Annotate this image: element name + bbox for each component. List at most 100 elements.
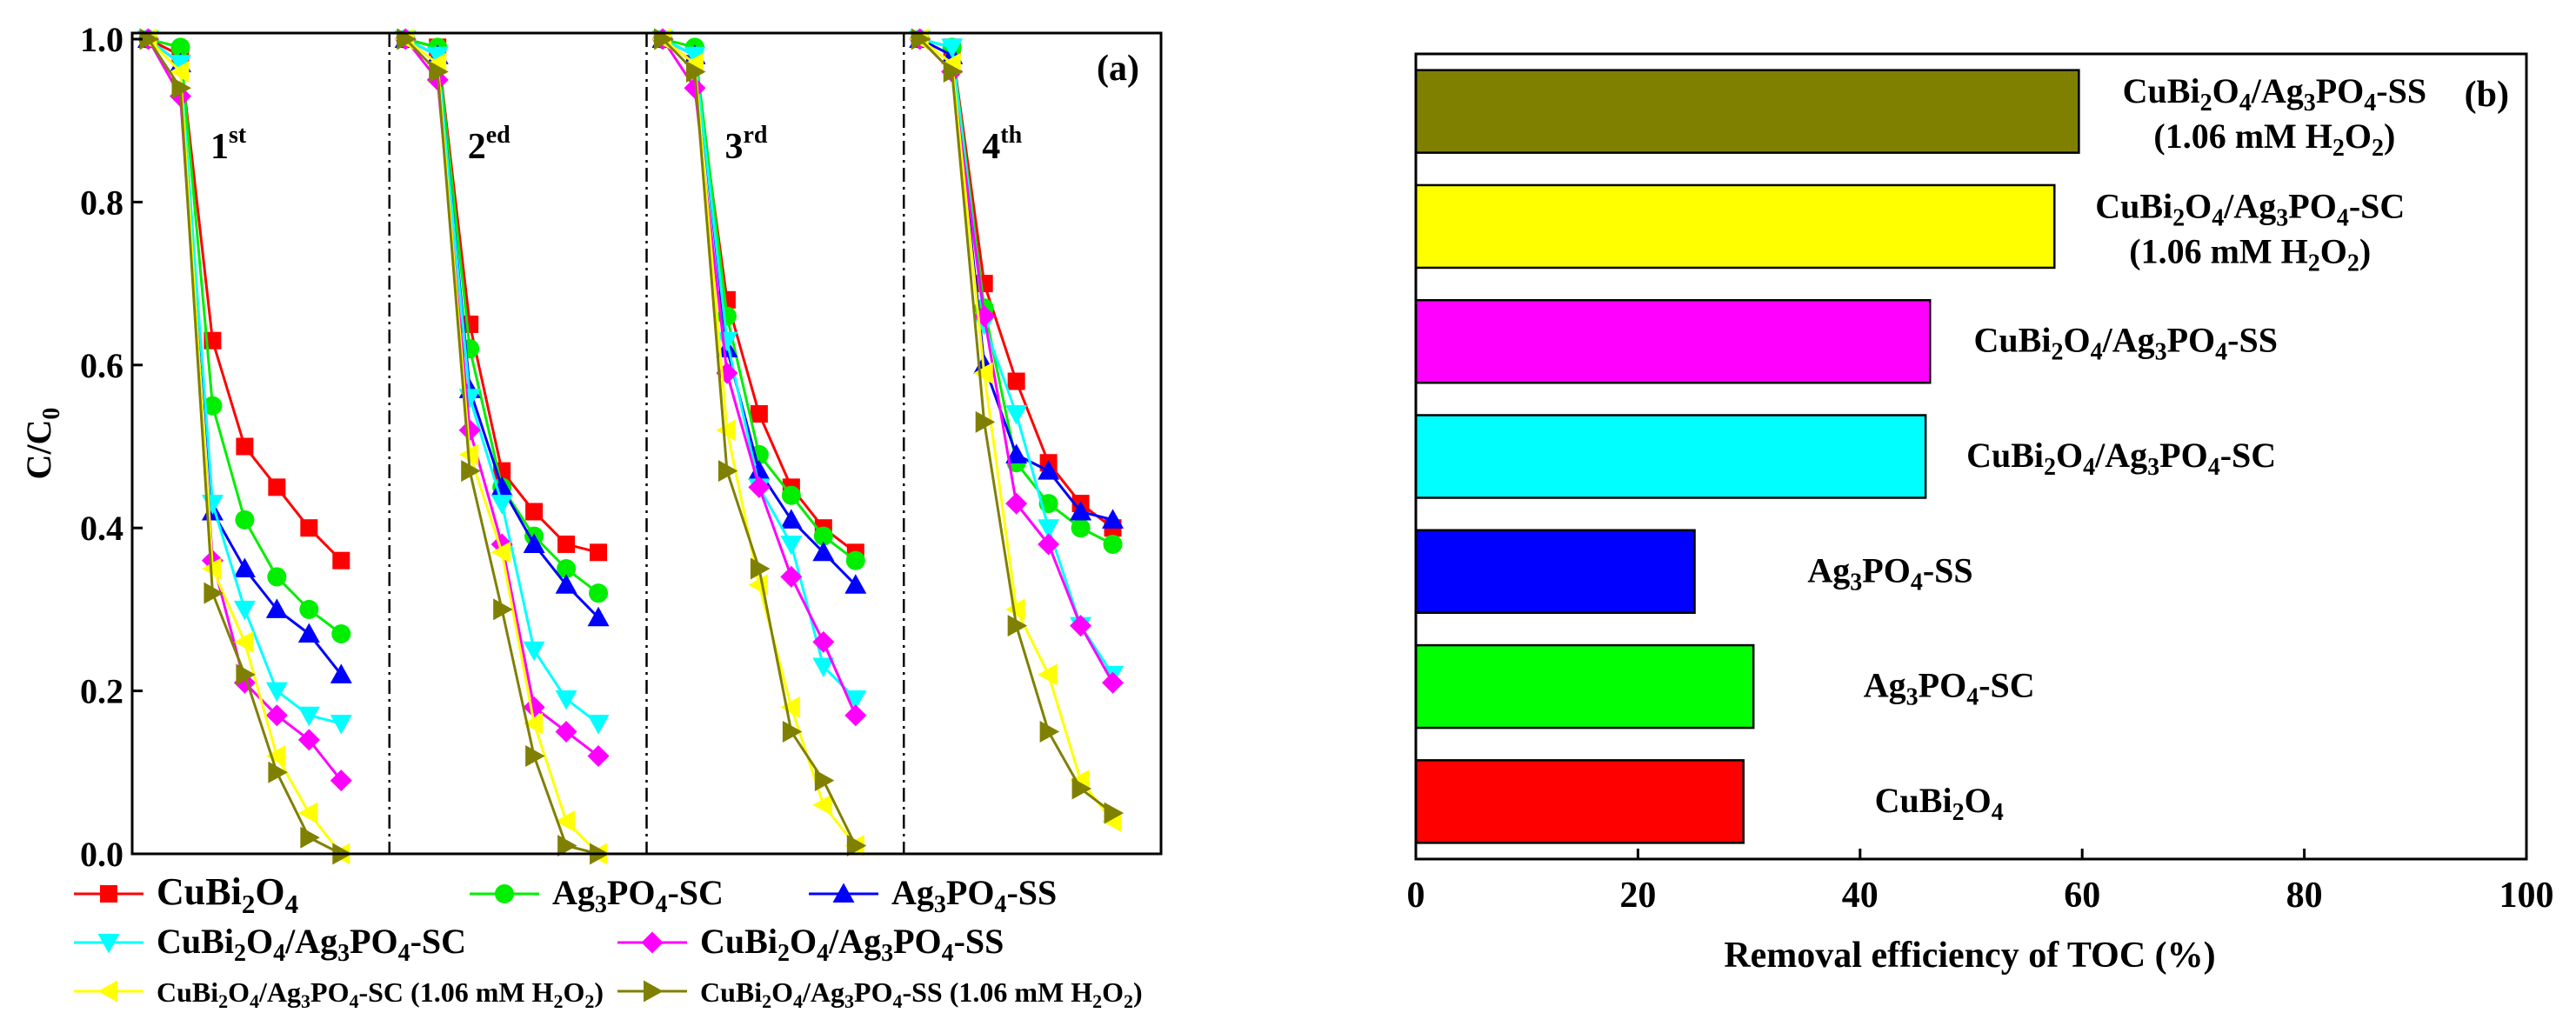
label-text: CuBi [157,976,218,1008]
label-text: CuBi [1966,436,2044,475]
label-text: O [1965,781,1992,820]
data-point-triangle-left [97,980,117,1003]
data-point-triangle-down [169,55,191,75]
subscript: 2 [2347,250,2359,276]
panel-a-label: (a) [1097,49,1139,89]
cycle-suffix: st [229,122,247,149]
label-text: PO [607,873,656,912]
series-group [137,28,1124,865]
legend-label: CuBi2O4 [157,870,298,919]
bar-label: CuBi2O4/Ag3PO4-SC [1966,436,2276,481]
y-tick-label: 0.2 [80,672,123,711]
data-point-triangle-right [644,980,664,1003]
bar [1414,643,1755,730]
label-text: O [790,922,817,961]
data-point-triangle-right [525,745,545,768]
y-axis-label: C/C0 [19,408,65,480]
subscript: 3 [301,990,310,1012]
data-point-triangle-down [1038,519,1060,539]
series-cubi2o4-ag3po4-ss [137,28,1124,792]
data-point-diamond [780,565,803,588]
label-text: -SS [2376,71,2426,110]
subscript: 2 [218,990,228,1012]
subscript: 2 [2051,339,2063,366]
subscript: 2 [584,990,594,1012]
data-point-triangle-right [1071,777,1092,800]
data-point-triangle-up [748,460,771,480]
bar-label: (1.06 mM H2O2) [2129,231,2371,276]
data-point-triangle-up [297,623,320,643]
data-point-triangle-right [429,60,449,83]
label-text: CuBi [700,976,762,1008]
data-point-triangle-left [973,362,993,384]
data-point-circle [557,559,577,579]
data-point-circle [267,567,287,587]
subscript: 3 [2155,339,2167,366]
bar-label: CuBi2O4 [1875,781,2004,826]
cycle-suffix: rd [744,122,768,149]
label-text: O [246,922,273,961]
label-text: /Ag [258,976,301,1008]
label-text: -SC (1.06 mM H [358,976,553,1008]
data-point-circle [203,396,223,416]
data-point-circle [589,583,609,603]
label-text: O [2345,117,2372,156]
subscript: 2 [2172,204,2185,231]
subscript: 4 [349,990,358,1012]
data-point-triangle-up [832,883,855,903]
data-point-triangle-down [587,715,610,735]
label-text: CuBi [1875,781,1952,820]
cycle-number: 3 [725,127,744,167]
label-text: -SS [1923,550,1973,590]
data-point-circle [170,37,190,57]
data-point-triangle-right [943,60,964,83]
panel-b-toc-bar-chart: CuBi2O4/Ag3PO4-SS(1.06 mM H2O2)CuBi2O4/A… [1407,52,2554,976]
data-point-circle [813,526,833,546]
label-text: O [771,976,793,1008]
label-text: PO [350,922,398,961]
data-point-triangle-down [265,682,288,703]
cycle-label: 1st [210,122,247,167]
x-tick-label: 80 [2286,876,2323,916]
data-point-triangle-down [812,657,835,677]
data-point-triangle-right [493,598,513,621]
cycle-label: 2ed [468,122,511,167]
subscript: 3 [844,990,854,1012]
data-point-triangle-up [1038,460,1060,480]
series-line [661,37,858,847]
data-point-triangle-left [169,60,190,83]
subscript: 3 [2147,454,2159,481]
data-point-triangle-up [233,557,256,578]
data-point-triangle-down [297,706,320,727]
data-point-triangle-right [1039,720,1060,743]
cycle-labels: 1st 2ed 3rd 4th [210,122,1023,167]
y-tick-label: 1.0 [80,20,123,59]
data-point-triangle-up [555,574,577,594]
cycle-number: 1 [210,127,229,167]
subscript: 2 [242,889,256,919]
subscript: 2 [2200,90,2212,117]
subscript: 3 [1906,684,1919,711]
bar-label: (1.06 mM H2O2) [2153,117,2395,162]
subscript: 4 [2083,454,2095,481]
data-point-diamond [587,745,610,768]
subscript: 4 [2337,204,2349,231]
data-point-triangle-down [844,690,867,710]
legend-label: CuBi2O4/Ag3PO4-SS (1.06 mM H2O2) [700,976,1143,1012]
legend-label: Ag3PO4-SS [891,873,1057,918]
label-text: -SS [1006,873,1057,912]
data-point-triangle-up [265,598,288,618]
subscript: 4 [793,990,803,1012]
data-point-triangle-down [523,641,545,662]
subscript: 4 [2239,90,2252,117]
data-point-circle [299,599,319,619]
data-point-square [100,885,117,903]
label-text: PO [893,922,942,961]
data-point-triangle-right [300,826,320,849]
legend-item: CuBi2O4 [74,870,298,919]
data-point-triangle-up [844,574,867,594]
data-point-square [750,405,768,423]
legend-item: CuBi2O4/Ag3PO4-SC (1.06 mM H2O2) [74,976,604,1012]
series-cubi2o4-ag3po4-ss-1-06-mm-h2o2- [139,28,1124,865]
subscript: 4 [994,891,1006,918]
